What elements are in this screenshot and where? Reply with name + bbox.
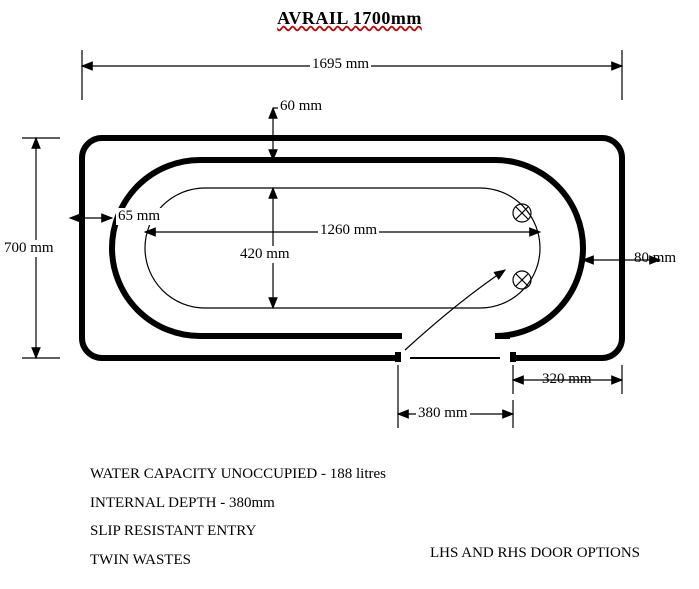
dim-overall-width: 1695 mm <box>310 56 371 73</box>
note-right: LHS AND RHS DOOR OPTIONS <box>430 545 640 562</box>
note-line: TWIN WASTES <box>90 546 386 575</box>
dim-overall-height: 700 mm <box>2 240 56 257</box>
dim-door-clear: 320 mm <box>540 371 594 388</box>
dim-left-gap: 65 mm <box>116 208 162 225</box>
dim-door-step: 380 mm <box>416 405 470 422</box>
dim-basin-width: 420 mm <box>238 246 292 263</box>
notes-block: WATER CAPACITY UNOCCUPIED - 188 litres I… <box>90 460 386 574</box>
dim-top-gap: 60 mm <box>278 98 324 115</box>
dim-basin-length: 1260 mm <box>318 222 379 239</box>
waste-icon <box>513 271 531 289</box>
dim-right-gap: 80 mm <box>632 250 678 267</box>
note-line: SLIP RESISTANT ENTRY <box>90 517 386 546</box>
note-line: INTERNAL DEPTH - 380mm <box>90 489 386 518</box>
note-line: WATER CAPACITY UNOCCUPIED - 188 litres <box>90 460 386 489</box>
